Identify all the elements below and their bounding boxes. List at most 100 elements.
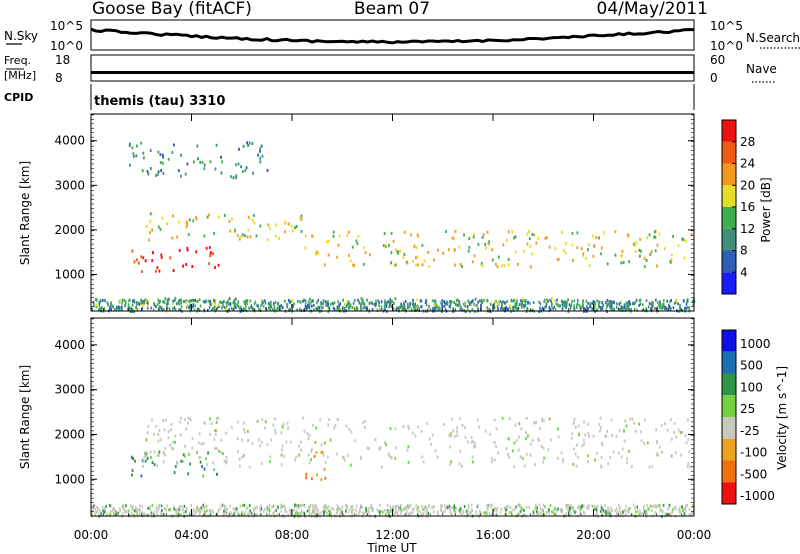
echo-mark (670, 298, 672, 302)
echo-mark (540, 445, 543, 448)
echo-mark (670, 418, 672, 422)
echo-mark (213, 468, 216, 472)
echo-mark (662, 503, 665, 507)
echo-mark (283, 455, 286, 459)
echo-mark (268, 505, 271, 509)
echo-mark (104, 510, 106, 514)
echo-mark (336, 418, 339, 422)
echo-mark (384, 303, 387, 307)
echo-mark (508, 455, 511, 459)
echo-mark (550, 438, 552, 442)
echo-mark (227, 299, 229, 303)
echo-mark (379, 503, 381, 507)
echo-mark (283, 504, 285, 508)
echo-mark (150, 455, 152, 459)
echo-mark (235, 176, 237, 180)
echo-mark (518, 503, 521, 507)
echo-mark (686, 306, 689, 310)
echo-mark (191, 437, 194, 440)
echo-mark (654, 249, 657, 253)
echo-mark (244, 510, 247, 514)
echo-mark (105, 504, 107, 508)
echo-mark (578, 505, 580, 508)
echo-mark (349, 305, 352, 309)
echo-mark (436, 510, 439, 514)
echo-mark (506, 307, 508, 311)
echo-mark (639, 254, 641, 258)
echo-mark (174, 296, 177, 300)
echo-mark (247, 228, 250, 232)
colorbar-swatch (722, 272, 736, 294)
echo-mark (453, 301, 455, 304)
echo-mark (225, 508, 227, 512)
echo-mark (97, 507, 99, 511)
echo-mark (147, 302, 149, 306)
echo-mark (394, 297, 397, 301)
echo-mark (365, 506, 367, 510)
echo-mark (205, 513, 207, 517)
echo-mark (366, 306, 368, 310)
echo-mark (391, 506, 394, 510)
echo-mark (131, 506, 134, 510)
echo-mark (208, 213, 210, 217)
echo-mark (573, 417, 576, 421)
echo-mark (500, 307, 502, 311)
echo-mark (601, 307, 604, 310)
echo-mark (626, 510, 629, 514)
echo-mark (604, 509, 607, 513)
echo-mark (533, 233, 536, 237)
echo-mark (281, 444, 284, 448)
echo-mark (545, 302, 548, 306)
echo-mark (428, 437, 431, 441)
echo-mark (593, 505, 596, 509)
echo-mark (397, 512, 399, 516)
echo-mark (472, 299, 474, 303)
echo-mark (156, 464, 158, 468)
echo-mark (514, 250, 517, 254)
nsearch-label: N.Search (746, 31, 800, 45)
nave-tick-high: 60 (710, 53, 725, 67)
echo-mark (96, 505, 98, 509)
echo-mark (620, 455, 623, 459)
echo-mark (595, 451, 598, 455)
echo-mark (470, 440, 473, 444)
echo-mark (372, 508, 374, 511)
echo-mark (233, 512, 235, 516)
echo-mark (135, 308, 138, 312)
echo-mark (246, 141, 248, 145)
echo-mark (413, 245, 416, 249)
echo-mark (521, 456, 524, 460)
echo-mark (135, 300, 138, 304)
echo-mark (127, 308, 129, 312)
echo-mark (546, 236, 548, 240)
echo-mark (140, 301, 143, 305)
echo-mark (534, 463, 536, 467)
echo-mark (670, 454, 673, 458)
echo-mark (321, 305, 323, 309)
echo-mark (217, 263, 220, 267)
echo-mark (243, 513, 246, 516)
beam-title: Beam 07 (354, 0, 430, 19)
x-tick-label: 20:00 (576, 528, 611, 542)
echo-mark (553, 305, 555, 309)
echo-mark (618, 307, 620, 311)
echo-mark (296, 504, 298, 508)
echo-mark (417, 509, 419, 513)
echo-mark (571, 506, 574, 510)
echo-mark (513, 236, 515, 240)
echo-mark (332, 306, 335, 310)
echo-mark (450, 417, 453, 421)
echo-mark (179, 308, 182, 312)
echo-mark (360, 305, 362, 309)
echo-mark (280, 503, 282, 507)
echo-mark (478, 299, 481, 303)
echo-mark (481, 236, 484, 239)
echo-mark (173, 299, 176, 302)
echo-mark (445, 230, 447, 234)
echo-mark (470, 510, 472, 514)
echo-mark (526, 242, 529, 246)
echo-mark (433, 307, 436, 311)
echo-mark (232, 176, 235, 180)
echo-mark (601, 513, 603, 517)
echo-mark (326, 455, 329, 459)
